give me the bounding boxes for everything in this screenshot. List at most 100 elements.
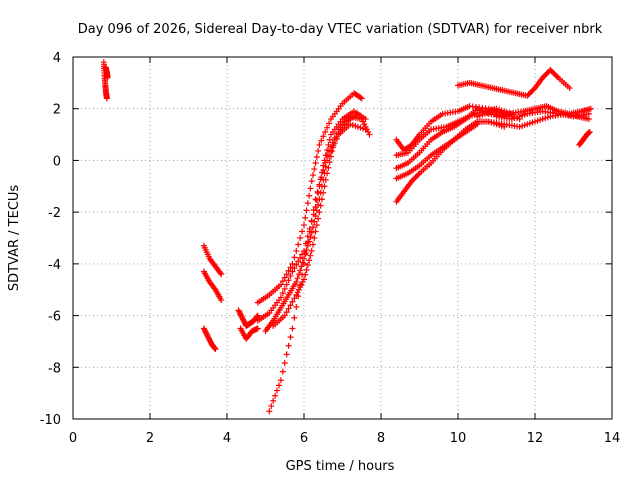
data-point (295, 258, 302, 265)
data-point (293, 261, 300, 268)
data-point (309, 172, 316, 179)
data-point (308, 247, 315, 254)
data-point (585, 110, 592, 117)
axis-ticks: 0 2 4 6 8 10 12 14 -10 -8 -6 -4 -2 0 2 4 (40, 51, 621, 446)
data-point (307, 234, 314, 241)
data-point (333, 133, 340, 140)
data-point (335, 130, 342, 137)
data-point (366, 131, 373, 138)
data-point (103, 95, 110, 102)
data-point (320, 133, 327, 140)
data-point (297, 267, 304, 274)
data-point (293, 247, 300, 254)
data-point (311, 235, 318, 241)
data-point (341, 121, 348, 128)
y-tick-label: -8 (48, 361, 61, 376)
data-point (325, 164, 332, 171)
series-arc-b (102, 64, 111, 81)
data-point (309, 224, 316, 231)
data-point (304, 242, 311, 249)
series-arc-f (235, 307, 261, 329)
grid-lines (73, 57, 612, 419)
data-point (293, 278, 300, 285)
data-point (218, 297, 225, 304)
y-tick-label: -4 (48, 258, 61, 273)
data-point (308, 229, 315, 236)
y-tick-label: 2 (53, 103, 61, 118)
data-point (289, 260, 296, 267)
data-point (306, 238, 313, 245)
data-point (301, 255, 307, 262)
data-point (287, 334, 294, 341)
data-point (272, 392, 279, 399)
data-point (283, 351, 290, 358)
data-point (553, 73, 560, 80)
series-arc-d (200, 268, 225, 304)
data-point (312, 228, 319, 235)
data-point (299, 228, 306, 235)
data-point (254, 312, 261, 319)
data-point (306, 225, 313, 232)
x-tick-label: 14 (604, 431, 621, 446)
data-point (325, 141, 332, 148)
series-arc-u (493, 108, 592, 123)
data-point (291, 265, 298, 272)
data-point (291, 254, 298, 261)
data-point (316, 209, 323, 216)
x-tick-label: 10 (450, 431, 467, 446)
x-tick-label: 4 (223, 431, 231, 446)
series-arc-c (200, 242, 225, 278)
y-tick-label: 0 (53, 154, 61, 169)
data-point (326, 159, 333, 166)
y-tick-label: -2 (48, 206, 61, 221)
x-tick-label: 0 (69, 431, 77, 446)
data-point (254, 313, 261, 320)
data-point (303, 207, 310, 214)
data-point (281, 359, 288, 366)
data-point (530, 86, 537, 93)
data-point (277, 281, 284, 288)
data-point (283, 309, 290, 316)
data-point (330, 142, 337, 149)
data-point (302, 214, 309, 221)
data-point (297, 235, 304, 241)
data-point (283, 281, 290, 288)
data-point (270, 397, 277, 404)
data-point (311, 218, 318, 225)
data-point (315, 215, 322, 222)
data-point (339, 124, 346, 131)
data-point (274, 387, 281, 394)
data-point (281, 312, 288, 319)
data-point (362, 116, 369, 123)
data-point (586, 128, 593, 135)
data-point (217, 269, 224, 276)
data-point (322, 128, 329, 135)
data-point (587, 105, 594, 112)
data-point (326, 120, 333, 127)
data-point (566, 85, 573, 92)
data-point (318, 196, 325, 203)
y-tick-label: -10 (40, 413, 61, 428)
data-point (322, 152, 329, 159)
data-point (279, 278, 286, 285)
data-point (304, 262, 311, 269)
data-point (326, 136, 333, 143)
data-point (329, 147, 336, 154)
data-point (324, 170, 331, 177)
data-point (322, 176, 329, 183)
series-arc-a (100, 59, 110, 102)
data-point (307, 185, 314, 192)
data-point (285, 277, 292, 284)
data-point (266, 408, 273, 415)
data-point (585, 116, 592, 123)
data-point (308, 178, 315, 185)
y-axis-label: SDTVAR / TECUs (7, 185, 22, 292)
data-point (331, 136, 338, 143)
series-arc-v (576, 128, 593, 148)
x-tick-label: 6 (300, 431, 308, 446)
data-point (307, 252, 314, 259)
data-point (324, 147, 331, 154)
data-point (314, 188, 321, 195)
data-point (313, 153, 320, 160)
